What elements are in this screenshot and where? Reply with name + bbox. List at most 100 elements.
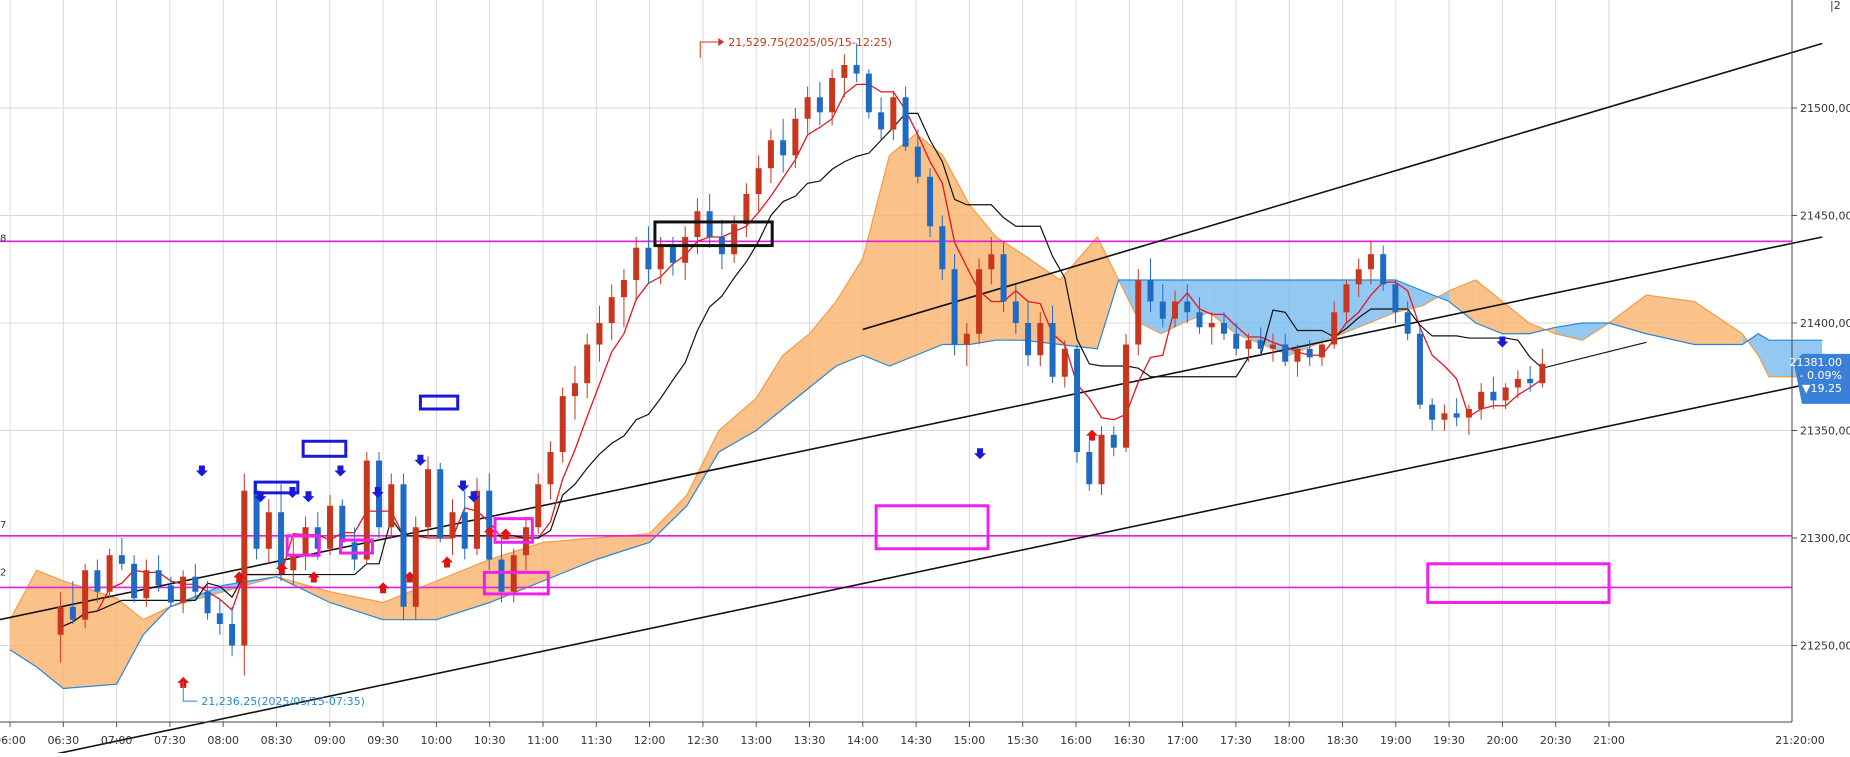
candle-body bbox=[1135, 280, 1141, 345]
cloud-segment-bullish bbox=[889, 134, 916, 366]
x-tick-label: 07:30 bbox=[154, 734, 186, 747]
candle bbox=[890, 91, 896, 140]
x-tick-label: 20:30 bbox=[1540, 734, 1572, 747]
candle bbox=[817, 82, 823, 125]
candle-body bbox=[670, 246, 676, 263]
candle bbox=[535, 474, 541, 534]
candle bbox=[952, 254, 958, 355]
x-tick-label: 11:00 bbox=[527, 734, 559, 747]
candle-body bbox=[131, 564, 137, 598]
candle-body bbox=[1062, 349, 1068, 377]
candle-body bbox=[1478, 392, 1484, 409]
candle-body bbox=[498, 560, 504, 592]
candle bbox=[1086, 441, 1092, 490]
cloud-segment-bullish bbox=[810, 302, 837, 388]
candle-body bbox=[903, 97, 909, 146]
left-edge-label-fragment: 2 bbox=[0, 567, 6, 578]
candle bbox=[1062, 340, 1068, 387]
cloud-segment-bullish bbox=[1502, 302, 1529, 334]
candle-body bbox=[1331, 312, 1337, 344]
candle-body bbox=[731, 224, 737, 254]
candle bbox=[401, 474, 407, 620]
cloud-segment-bullish bbox=[543, 538, 596, 581]
base-line bbox=[61, 113, 1647, 627]
candle-body bbox=[547, 452, 553, 484]
candle-body bbox=[952, 269, 958, 344]
candle bbox=[878, 97, 884, 140]
candle-body bbox=[792, 119, 798, 156]
x-tick-label: 11:30 bbox=[580, 734, 612, 747]
candle bbox=[107, 549, 113, 598]
candle bbox=[609, 284, 615, 340]
x-tick-label: 08:00 bbox=[207, 734, 239, 747]
candle bbox=[266, 499, 272, 564]
x-tick-label: 07:00 bbox=[101, 734, 133, 747]
candle bbox=[560, 388, 566, 463]
candle bbox=[119, 538, 125, 570]
candle-body bbox=[1282, 345, 1288, 362]
low-price-annotation: 21,236.25(2025/05/15-07:35) bbox=[201, 695, 365, 708]
candle-body bbox=[450, 512, 456, 538]
magenta-marker-box bbox=[1428, 564, 1609, 603]
candle bbox=[82, 564, 88, 629]
high-annotation-arrow-icon bbox=[718, 38, 724, 46]
candle-body bbox=[927, 177, 933, 226]
candle-body bbox=[180, 577, 186, 603]
candle-body bbox=[364, 461, 370, 560]
cloud-segment-bearish bbox=[1369, 280, 1396, 323]
candle bbox=[131, 555, 137, 602]
candle bbox=[670, 237, 676, 276]
magenta-marker-box bbox=[876, 506, 988, 549]
x-tick-label: 17:30 bbox=[1220, 734, 1252, 747]
candle-body bbox=[94, 570, 100, 592]
candle bbox=[1478, 383, 1484, 420]
candle-body bbox=[1209, 323, 1215, 327]
candle bbox=[1392, 280, 1398, 323]
candle-body bbox=[192, 577, 198, 592]
candle bbox=[572, 366, 578, 420]
candle-body bbox=[486, 491, 492, 560]
candle bbox=[437, 463, 443, 543]
x-tick-label: 18:00 bbox=[1273, 734, 1305, 747]
candle bbox=[1527, 366, 1533, 392]
candle bbox=[1074, 345, 1080, 463]
candle bbox=[241, 474, 247, 676]
candle-body bbox=[976, 269, 982, 334]
candle-body bbox=[1307, 349, 1313, 358]
x-tick-label: 12:00 bbox=[634, 734, 666, 747]
candle-body bbox=[878, 112, 884, 129]
cloud-segment-bullish bbox=[863, 155, 890, 366]
x-tick-label: 19:30 bbox=[1433, 734, 1465, 747]
candle-body bbox=[1490, 392, 1496, 401]
x-tick-label: 17:00 bbox=[1167, 734, 1199, 747]
x-tick-label: 13:00 bbox=[740, 734, 772, 747]
candle bbox=[1441, 405, 1447, 431]
candle-body bbox=[241, 491, 247, 646]
candle bbox=[1539, 349, 1545, 388]
cloud-segment-bullish bbox=[1060, 237, 1097, 349]
y-tick-label: 21300,00 bbox=[1800, 532, 1850, 545]
x-tick-label: 14:30 bbox=[900, 734, 932, 747]
candle-body bbox=[290, 555, 296, 570]
cloud-segment-bearish bbox=[1758, 334, 1769, 377]
candle-body bbox=[841, 65, 847, 78]
candle bbox=[425, 456, 431, 538]
y-tick-label: 21500,00 bbox=[1800, 102, 1850, 115]
candle-body bbox=[1527, 379, 1533, 383]
x-tick-label: 06:30 bbox=[47, 734, 79, 747]
candle bbox=[474, 478, 480, 555]
x-tick-label: 21:20:00 bbox=[1775, 734, 1824, 747]
candle-body bbox=[1037, 323, 1043, 355]
candle-body bbox=[694, 211, 700, 237]
candle-body bbox=[1233, 334, 1239, 349]
down-arrow-icon bbox=[334, 466, 346, 477]
candle-body bbox=[829, 78, 835, 112]
candle bbox=[547, 441, 553, 499]
corner-fragment-label: |2 bbox=[1830, 0, 1841, 12]
candle bbox=[829, 69, 835, 125]
candle-body bbox=[1441, 413, 1447, 419]
candle-body bbox=[217, 613, 223, 624]
candle-body bbox=[1148, 280, 1154, 302]
